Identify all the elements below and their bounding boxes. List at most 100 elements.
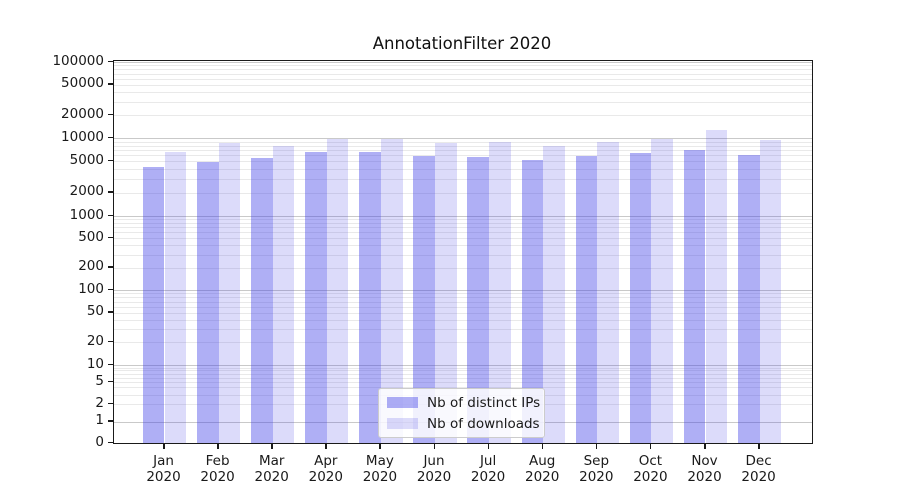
minor-gridline bbox=[114, 301, 812, 303]
minor-gridline bbox=[114, 150, 812, 152]
y-tick-mark bbox=[108, 441, 113, 443]
minor-gridline bbox=[114, 65, 812, 67]
major-gridline bbox=[114, 216, 812, 217]
y-tick-label: 1 bbox=[95, 412, 104, 428]
bar-downloads-may bbox=[380, 138, 403, 443]
minor-gridline bbox=[114, 155, 812, 157]
bar-downloads-dec bbox=[759, 139, 782, 443]
minor-gridline bbox=[114, 78, 812, 80]
legend-swatch-distinct-ips bbox=[387, 397, 418, 408]
y-tick-label: 10 bbox=[86, 355, 104, 372]
y-tick-label: 5 bbox=[95, 372, 104, 389]
x-tick-mark bbox=[704, 443, 706, 449]
x-tick-mark bbox=[433, 443, 435, 449]
minor-gridline bbox=[114, 232, 812, 234]
bar-distinct-ips-sep bbox=[575, 156, 598, 443]
y-tick-mark bbox=[108, 214, 113, 216]
x-tick-mark bbox=[217, 443, 219, 449]
chart-title: AnnotationFilter 2020 bbox=[372, 34, 552, 53]
y-tick-label: 0 bbox=[95, 433, 104, 450]
y-tick-mark bbox=[108, 113, 113, 116]
minor-gridline bbox=[114, 370, 812, 372]
major-gridline bbox=[114, 290, 812, 291]
x-tick-mark bbox=[325, 443, 327, 449]
y-tick-label: 2 bbox=[95, 394, 104, 411]
y-tick-mark bbox=[108, 420, 113, 422]
x-tick-mark bbox=[163, 443, 165, 449]
y-tick-mark bbox=[108, 159, 113, 162]
legend-label-downloads: Nb of downloads bbox=[427, 415, 540, 432]
minor-gridline bbox=[114, 192, 812, 194]
minor-gridline bbox=[114, 319, 812, 321]
minor-gridline bbox=[114, 342, 812, 344]
y-tick-mark bbox=[108, 363, 113, 365]
bar-downloads-oct bbox=[651, 139, 674, 443]
bar-downloads-jun bbox=[435, 143, 457, 443]
y-tick-label: 2000 bbox=[69, 183, 104, 200]
y-tick-label: 20 bbox=[86, 332, 104, 349]
x-tick-label-oct: Oct 2020 bbox=[633, 453, 668, 485]
minor-gridline bbox=[114, 84, 812, 86]
minor-gridline bbox=[114, 227, 812, 229]
y-tick-mark bbox=[108, 340, 113, 343]
x-tick-mark bbox=[541, 443, 544, 449]
bar-distinct-ips-jan bbox=[142, 166, 165, 443]
y-tick-label: 100 bbox=[78, 280, 104, 297]
plot-area bbox=[113, 60, 813, 444]
bar-downloads-mar bbox=[272, 146, 295, 443]
y-tick-label: 1000 bbox=[69, 206, 104, 223]
bar-distinct-ips-oct bbox=[629, 152, 652, 443]
legend-label-distinct-ips: Nb of distinct IPs bbox=[427, 394, 541, 411]
x-tick-label-feb: Feb 2020 bbox=[200, 453, 235, 485]
x-tick-label-sep: Sep 2020 bbox=[579, 453, 614, 485]
bar-downloads-sep bbox=[597, 141, 619, 443]
y-tick-mark bbox=[108, 266, 113, 268]
x-tick-label-jun: Jun 2020 bbox=[416, 453, 452, 485]
minor-gridline bbox=[114, 377, 812, 379]
bar-distinct-ips-feb bbox=[196, 162, 219, 443]
minor-gridline bbox=[114, 69, 812, 71]
minor-gridline bbox=[114, 223, 812, 225]
x-tick-mark bbox=[758, 443, 760, 449]
bar-downloads-jul bbox=[489, 141, 511, 443]
y-tick-mark bbox=[108, 288, 113, 290]
minor-gridline bbox=[114, 101, 812, 103]
minor-gridline bbox=[114, 238, 812, 240]
minor-gridline bbox=[114, 73, 812, 75]
minor-gridline bbox=[114, 115, 812, 117]
bar-downloads-apr bbox=[326, 139, 349, 443]
y-tick-label: 20000 bbox=[61, 105, 104, 122]
y-tick-label: 10000 bbox=[61, 128, 104, 145]
y-tick-label: 500 bbox=[78, 228, 104, 245]
minor-gridline bbox=[114, 312, 812, 314]
legend-row-downloads: Nb of downloads bbox=[387, 416, 544, 432]
bar-distinct-ips-jun bbox=[413, 156, 435, 443]
minor-gridline bbox=[114, 373, 812, 375]
bar-distinct-ips-mar bbox=[251, 157, 273, 443]
bar-downloads-feb bbox=[218, 142, 241, 443]
legend-row-distinct-ips: Nb of distinct IPs bbox=[387, 395, 544, 411]
y-tick-label: 200 bbox=[78, 258, 104, 275]
bar-downloads-nov bbox=[705, 129, 728, 443]
y-tick-mark bbox=[108, 402, 113, 405]
y-tick-mark bbox=[108, 60, 113, 62]
x-tick-mark bbox=[379, 443, 381, 449]
legend-swatch-downloads bbox=[387, 418, 418, 429]
minor-gridline bbox=[114, 387, 812, 389]
x-tick-label-aug: Aug 2020 bbox=[525, 453, 560, 485]
x-tick-label-may: May 2020 bbox=[362, 453, 398, 485]
minor-gridline bbox=[114, 178, 812, 180]
minor-gridline bbox=[114, 245, 812, 247]
y-tick-mark bbox=[108, 191, 113, 193]
x-tick-mark bbox=[649, 443, 652, 449]
y-tick-mark bbox=[108, 83, 113, 85]
y-tick-mark bbox=[108, 311, 113, 313]
minor-gridline bbox=[114, 267, 812, 269]
minor-gridline bbox=[114, 161, 812, 163]
minor-gridline bbox=[114, 367, 812, 369]
x-tick-label-apr: Apr 2020 bbox=[308, 453, 343, 485]
minor-gridline bbox=[114, 219, 812, 221]
major-gridline bbox=[114, 62, 812, 63]
y-tick-label: 50000 bbox=[61, 75, 104, 92]
